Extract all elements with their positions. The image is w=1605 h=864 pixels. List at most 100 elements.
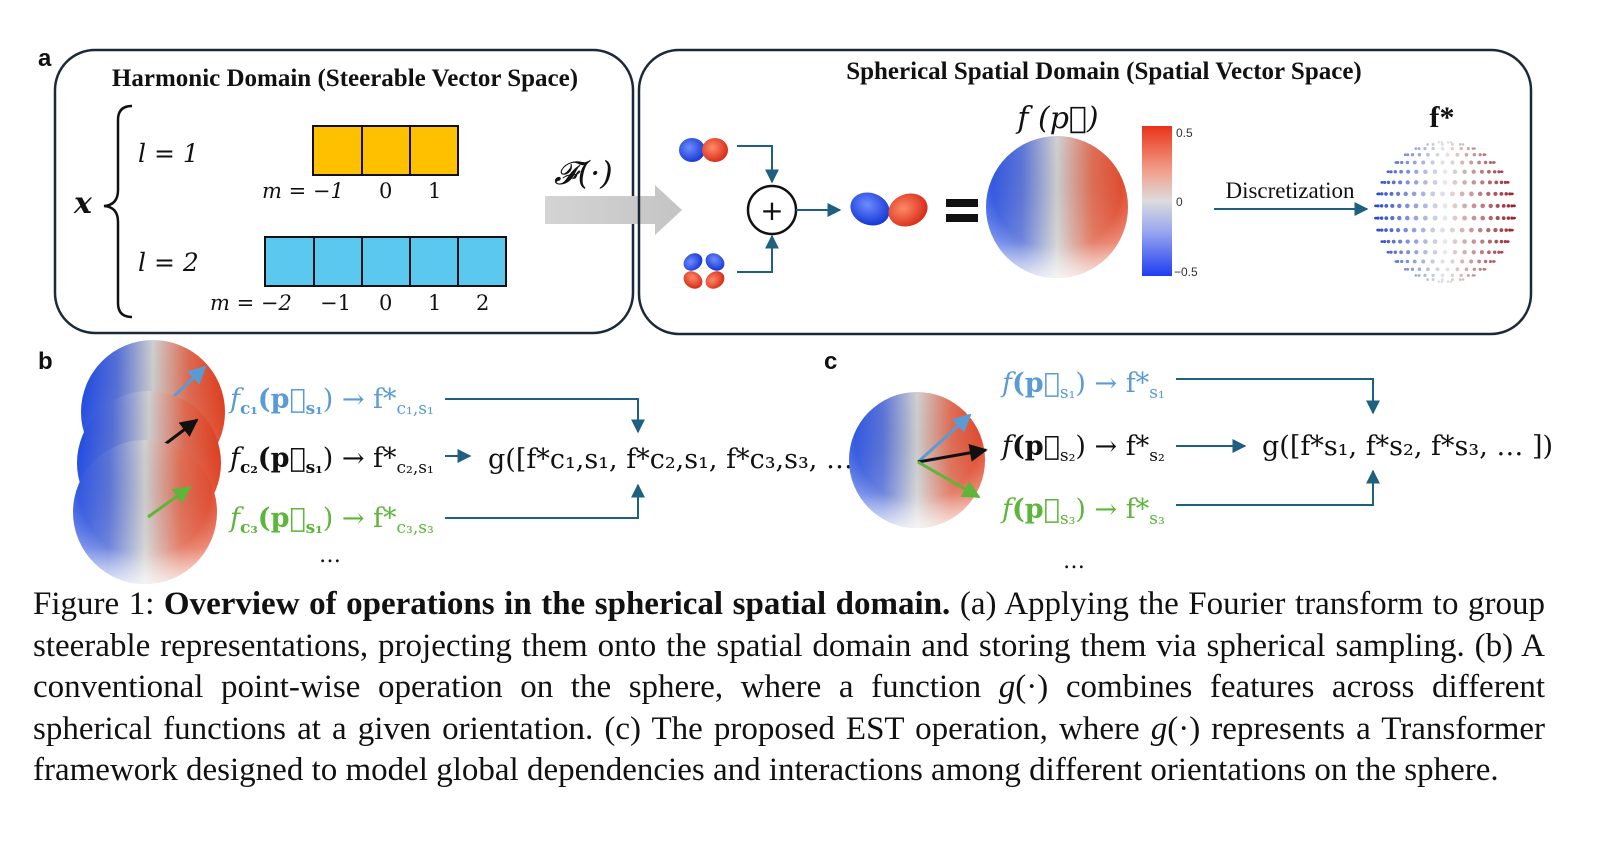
m2-label-4: 2 [476,291,489,315]
sample-point [1383,180,1387,184]
sample-point [1464,267,1469,272]
sample-point [1510,204,1514,208]
m2-label-3: 1 [428,291,441,315]
sample-point [1396,161,1400,164]
sample-point [1480,215,1485,221]
sample-point [1386,180,1391,185]
sample-point [1459,227,1465,233]
panel-b-connector-top [445,398,645,434]
sample-point [1506,216,1511,220]
sample-point [1452,203,1458,209]
sample-point [1384,216,1389,221]
sample-point [1466,147,1470,151]
sample-point [1399,169,1403,174]
sample-point [1462,250,1467,255]
sample-point [1386,170,1389,173]
colorbar-tick-min: −0.5 [1174,265,1198,279]
sample-point [1399,250,1403,255]
sample-point [1462,215,1468,221]
m1-label-1: 0 [379,179,392,203]
panel-c-eq-2: f(p⃗s₂) → f*s₂ [1000,431,1165,466]
sample-point [1486,191,1491,197]
sample-point [1432,239,1438,244]
orbital-l1-icon [679,138,728,162]
sample-point [1449,280,1453,283]
sample-point [1420,227,1426,233]
panel-c-sphere [849,392,988,528]
sample-point [1480,180,1485,185]
figure-1-diagram: a Harmonic Domain (Steerable Vector Spac… [38,45,1553,584]
sample-point [1417,147,1421,151]
sample-point [1410,153,1415,157]
l1-cell [312,125,363,176]
sample-point [1389,170,1393,174]
sample-point [1390,203,1395,208]
sample-point [1499,239,1504,244]
sample-point [1406,267,1410,271]
sample-point [1459,191,1465,197]
harmonic-domain-box [53,48,635,335]
sample-point [1421,259,1426,264]
sample-point [1459,146,1463,151]
sample-point [1460,259,1465,264]
sample-point [1483,160,1488,165]
m2-label-0: m = −2 [210,291,292,315]
sample-point [1405,160,1410,165]
sample-point [1488,259,1493,264]
colorbar-tick-max: 0.5 [1176,126,1193,140]
panel-b-eq-2: fc₂(p⃗s₁) → f*c₂,s₁ [228,443,434,478]
spatial-domain-box [637,48,1533,336]
l2-cell [264,236,315,287]
sample-point [1440,280,1444,284]
sample-point [1380,228,1384,232]
sample-point [1413,239,1419,244]
sample-point [1431,273,1435,278]
sample-point [1422,203,1428,209]
panel-c-eq-3: f(p⃗s₃) → f*s₃ [1000,494,1165,529]
sample-point [1423,250,1428,255]
sample-point [1500,170,1503,174]
sample-point [1414,274,1418,277]
panel-b-eq-1: fc₁(p⃗s₁) → f*c₁,s₁ [228,384,434,419]
sample-point [1384,204,1389,208]
discretized-sphere [1374,141,1516,284]
sample-point [1506,204,1511,208]
sample-point [1510,228,1514,232]
sample-point [1420,191,1426,197]
sample-point [1492,250,1497,254]
f-star-label: f* [1430,101,1455,134]
sample-point [1499,180,1504,185]
m1-label-0: m = −1 [262,179,344,203]
sample-point [1430,191,1436,197]
panel-c-vector-3 [917,460,981,499]
panel-b-connector-bottom [445,483,645,519]
sample-point [1477,191,1483,197]
panel-c-ellipsis: … [1063,549,1085,574]
sample-point [1480,239,1485,244]
sample-point [1396,191,1401,196]
l1-cell [409,125,459,176]
sample-point [1417,152,1422,157]
sample-point [1437,141,1441,144]
sample-point [1450,146,1455,151]
m1-label-2: 1 [428,179,441,203]
sample-point [1384,228,1388,232]
sample-point [1423,239,1428,244]
sample-point [1413,180,1419,185]
panel-b-vector-3 [147,485,192,519]
sample-point [1422,215,1428,221]
sample-point [1472,267,1477,272]
sample-point [1450,160,1455,165]
sample-point [1508,228,1512,232]
sample-point [1452,180,1458,185]
sample-point [1500,250,1503,254]
sample-point [1449,141,1453,144]
sample-point [1495,216,1500,221]
caption-mid-1: (·) combines features across different s… [33,669,1546,747]
sample-point [1437,280,1441,283]
sample-point [1510,192,1514,196]
sample-point [1488,203,1493,209]
sample-point [1403,227,1408,233]
sample-point [1396,228,1401,233]
sample-point [1405,239,1410,244]
